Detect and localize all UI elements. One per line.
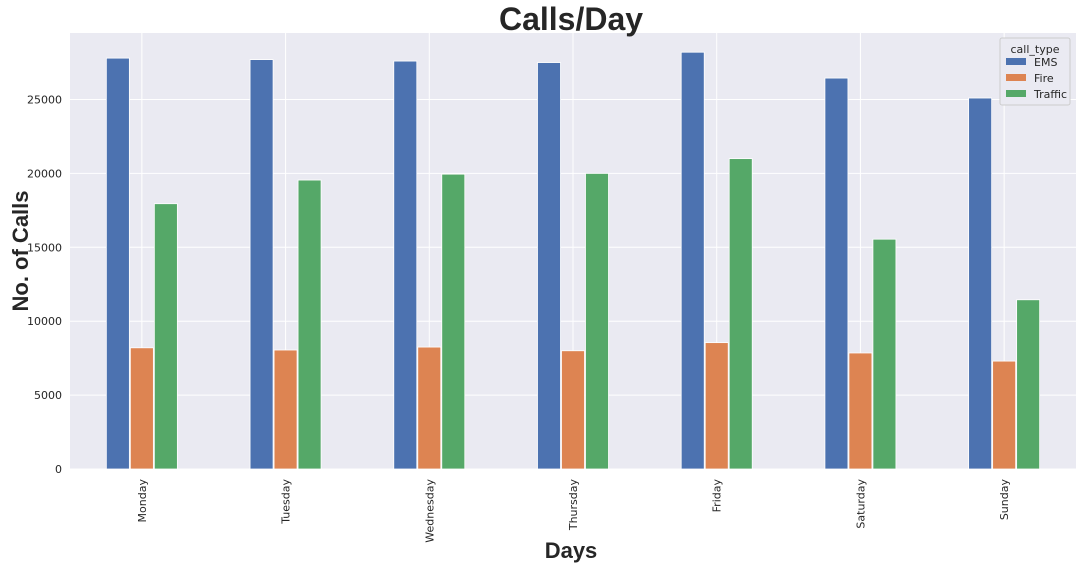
x-tick-label: Saturday [854, 479, 867, 529]
y-tick-label: 5000 [34, 389, 62, 402]
y-tick-label: 15000 [27, 241, 62, 254]
legend-items: EMS Fire Traffic [1006, 56, 1067, 101]
legend-title: call_type [1011, 43, 1060, 56]
bar-fire-saturday [848, 352, 873, 470]
bar-traffic-monday [153, 203, 178, 470]
legend: call_type EMS Fire Traffic [999, 37, 1071, 106]
bar-traffic-saturday [872, 238, 897, 470]
bar-ems-monday [105, 57, 130, 470]
legend-label-fire: Fire [1034, 72, 1054, 85]
x-tick-label: Friday [711, 479, 724, 513]
bar-traffic-tuesday [297, 179, 322, 470]
bar-fire-monday [129, 347, 154, 470]
bar-fire-friday [704, 342, 729, 470]
y-tick-label: 10000 [27, 315, 62, 328]
bar-ems-tuesday [249, 59, 274, 470]
legend-swatch-fire [1006, 74, 1026, 81]
legend-swatch-traffic [1006, 90, 1026, 97]
x-tick-label: Sunday [998, 479, 1011, 521]
y-tick-label: 25000 [27, 94, 62, 107]
y-tick-label: 20000 [27, 167, 62, 180]
bar-ems-sunday [968, 97, 993, 470]
bar-traffic-friday [728, 158, 753, 470]
bar-traffic-wednesday [441, 173, 466, 470]
x-tick-label: Thursday [567, 479, 580, 532]
bar-ems-thursday [537, 62, 561, 470]
y-axis-label: No. of Calls [8, 190, 33, 311]
x-axis-ticks: Monday Tuesday Wednesday Thursday Friday Satu… [136, 479, 1011, 543]
bars [105, 51, 1041, 470]
legend-swatch-ems [1006, 58, 1026, 65]
x-tick-label: Monday [136, 479, 149, 523]
bar-ems-saturday [824, 77, 849, 470]
bar-traffic-sunday [1016, 299, 1041, 470]
x-axis-label: Days [545, 538, 598, 563]
bar-ems-wednesday [393, 60, 418, 470]
bar-ems-friday [680, 51, 705, 470]
bar-fire-wednesday [417, 346, 442, 470]
bar-fire-tuesday [273, 349, 298, 470]
legend-label-ems: EMS [1034, 56, 1057, 69]
bar-traffic-thursday [585, 173, 609, 470]
y-tick-label: 0 [55, 463, 62, 476]
x-tick-label: Tuesday [280, 479, 293, 525]
y-axis-ticks: 0 5000 10000 15000 20000 25000 [27, 94, 62, 476]
chart-title: Calls/Day [499, 1, 643, 37]
bar-fire-thursday [561, 350, 585, 470]
legend-box [999, 37, 1071, 106]
legend-label-traffic: Traffic [1033, 88, 1067, 101]
bar-fire-sunday [992, 360, 1017, 470]
x-tick-label: Wednesday [423, 479, 436, 543]
